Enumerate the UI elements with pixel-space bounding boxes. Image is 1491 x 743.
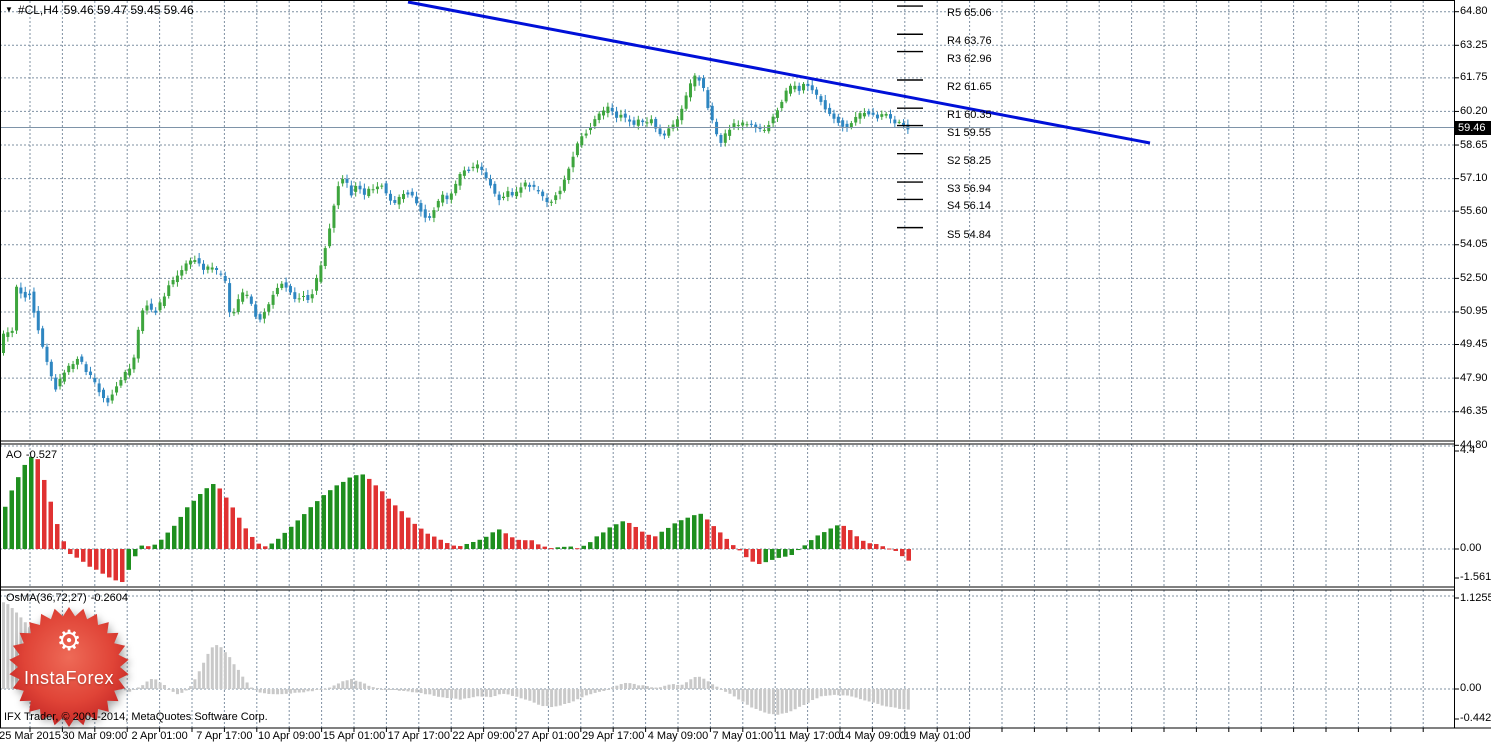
symbol-dropdown-icon[interactable]: ▼ [5,5,13,14]
ao-value: -0.527 [25,449,58,461]
starburst-shape [9,607,129,727]
instaforex-logo-badge: ⚙ InstaForex [8,606,130,728]
ao-name: AO [6,449,22,461]
instaforex-logo-text: InstaForex [23,668,115,688]
copyright-text: IFX Trader, © 2001-2014, MetaQuotes Soft… [4,711,268,723]
ohlc-values: 59.46 59.47 59.45 59.46 [63,3,194,17]
osma-value: -0.2604 [90,592,129,604]
osma-name: OsMA(36,72,27) [6,592,87,604]
osma-indicator-label: OsMA(36,72,27) -0.2604 [6,592,128,604]
current-price-badge: 59.46 [1455,121,1491,135]
starburst-polygon [9,607,129,727]
symbol-label: #CL,H4 [17,3,59,17]
symbol-title: ▼ #CL,H4 59.46 59.47 59.45 59.46 [5,3,194,17]
ao-indicator-label: AO -0.527 [6,449,57,461]
instaforex-gear-icon: ⚙ [56,625,82,656]
